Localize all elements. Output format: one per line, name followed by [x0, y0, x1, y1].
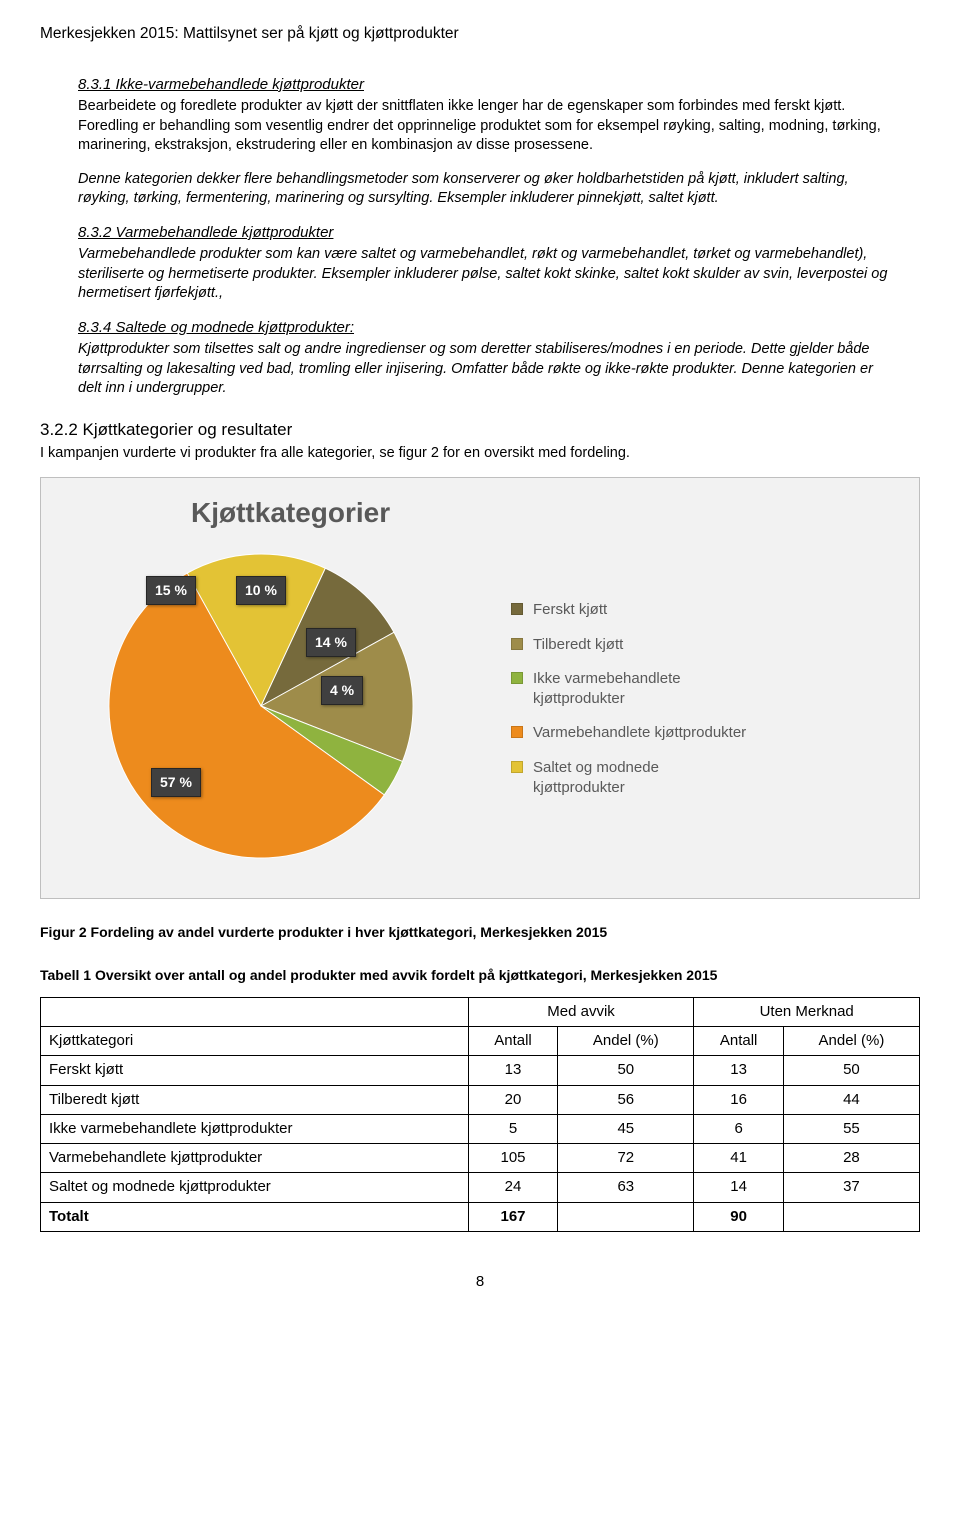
table-cell: 37: [783, 1173, 919, 1202]
table-cell: [558, 1202, 694, 1231]
table-cell: 5: [468, 1114, 558, 1143]
legend-label: Ikke varmebehandlete kjøttprodukter: [533, 669, 753, 710]
data-table: Med avvik Uten Merknad KjøttkategoriAnta…: [40, 997, 920, 1232]
table-cell: 16: [694, 1085, 784, 1114]
table-cell: 6: [694, 1114, 784, 1143]
paragraph: Bearbeidete og foredlete produkter av kj…: [78, 97, 900, 156]
legend-swatch: [511, 726, 523, 738]
legend-label: Saltet og modnede kjøttprodukter: [533, 758, 753, 799]
table-header-cell: Andel (%): [558, 1027, 694, 1056]
pie-slice-label: 14 %: [306, 628, 356, 657]
table-header-cell: Antall: [468, 1027, 558, 1056]
table-cell: 90: [694, 1202, 784, 1231]
table-header-cell: Antall: [694, 1027, 784, 1056]
paragraph: Kjøttprodukter som tilsettes salt og and…: [78, 340, 900, 399]
table-cell: 63: [558, 1173, 694, 1202]
legend-swatch: [511, 672, 523, 684]
heading-8-3-4: 8.3.4 Saltede og modnede kjøttprodukter:: [78, 318, 900, 338]
table-cell: Ikke varmebehandlete kjøttprodukter: [41, 1114, 469, 1143]
table-header-cell: Andel (%): [783, 1027, 919, 1056]
legend-swatch: [511, 638, 523, 650]
table-cell: Saltet og modnede kjøttprodukter: [41, 1173, 469, 1202]
table-cell: 45: [558, 1114, 694, 1143]
pie-slice-label: 4 %: [321, 676, 363, 705]
chart-panel: Kjøttkategorier 10 % 14 % 4 % 57 % 15 % Fers…: [40, 477, 920, 899]
table-cell: Ferskt kjøtt: [41, 1056, 469, 1085]
figure-caption: Figur 2 Fordeling av andel vurderte prod…: [40, 923, 920, 942]
table-cell: 13: [468, 1056, 558, 1085]
table-cell: 167: [468, 1202, 558, 1231]
table-cell: 56: [558, 1085, 694, 1114]
table-cell: Totalt: [41, 1202, 469, 1231]
table-row: Ikke varmebehandlete kjøttprodukter54565…: [41, 1114, 920, 1143]
heading-8-3-2: 8.3.2 Varmebehandlede kjøttprodukter: [78, 223, 900, 243]
table-cell: 50: [558, 1056, 694, 1085]
legend-item: Ikke varmebehandlete kjøttprodukter: [511, 669, 753, 710]
chart-legend: Ferskt kjøtt Tilberedt kjøtt Ikke varmebeh…: [511, 600, 753, 812]
paragraph: I kampanjen vurderte vi produkter fra al…: [40, 444, 920, 464]
page-number: 8: [40, 1272, 920, 1292]
heading-8-3-1: 8.3.1 Ikke-varmebehandlede kjøttprodukte…: [78, 75, 900, 95]
table-row: Varmebehandlete kjøttprodukter105724128: [41, 1144, 920, 1173]
table-cell: 55: [783, 1114, 919, 1143]
legend-label: Varmebehandlete kjøttprodukter: [533, 723, 746, 743]
table-header-cell: Kjøttkategori: [41, 1027, 469, 1056]
table-cell: 28: [783, 1144, 919, 1173]
legend-swatch: [511, 761, 523, 773]
table-header-cell: Med avvik: [468, 997, 694, 1026]
table-cell: Varmebehandlete kjøttprodukter: [41, 1144, 469, 1173]
paragraph: Denne kategorien dekker flere behandling…: [78, 170, 900, 209]
table-cell: 13: [694, 1056, 784, 1085]
table-cell: Tilberedt kjøtt: [41, 1085, 469, 1114]
table-cell: 105: [468, 1144, 558, 1173]
pie-chart: 10 % 14 % 4 % 57 % 15 %: [71, 536, 451, 876]
pie-slice-label: 57 %: [151, 768, 201, 797]
table-row: Ferskt kjøtt13501350: [41, 1056, 920, 1085]
heading-3-2-2: 3.2.2 Kjøttkategorier og resultater: [40, 419, 920, 442]
legend-swatch: [511, 603, 523, 615]
table-cell: 50: [783, 1056, 919, 1085]
table-cell: 41: [694, 1144, 784, 1173]
legend-item: Varmebehandlete kjøttprodukter: [511, 723, 753, 743]
pie-slice-label: 10 %: [236, 576, 286, 605]
table-cell: 14: [694, 1173, 784, 1202]
legend-item: Tilberedt kjøtt: [511, 635, 753, 655]
table-row: Totalt167 90: [41, 1202, 920, 1231]
table-row: Tilberedt kjøtt20561644: [41, 1085, 920, 1114]
chart-title: Kjøttkategorier: [191, 494, 909, 532]
table-caption: Tabell 1 Oversikt over antall og andel p…: [40, 966, 920, 985]
legend-label: Ferskt kjøtt: [533, 600, 607, 620]
paragraph: Varmebehandlede produkter som kan være s…: [78, 245, 900, 304]
table-header-cell: [41, 997, 469, 1026]
legend-item: Ferskt kjøtt: [511, 600, 753, 620]
table-cell: 44: [783, 1085, 919, 1114]
legend-label: Tilberedt kjøtt: [533, 635, 623, 655]
legend-item: Saltet og modnede kjøttprodukter: [511, 758, 753, 799]
page-header: Merkesjekken 2015: Mattilsynet ser på kj…: [40, 24, 920, 45]
table-cell: [783, 1202, 919, 1231]
table-cell: 72: [558, 1144, 694, 1173]
table-cell: 24: [468, 1173, 558, 1202]
table-header-cell: Uten Merknad: [694, 997, 920, 1026]
table-row: Saltet og modnede kjøttprodukter24631437: [41, 1173, 920, 1202]
table-cell: 20: [468, 1085, 558, 1114]
pie-slice-label: 15 %: [146, 576, 196, 605]
